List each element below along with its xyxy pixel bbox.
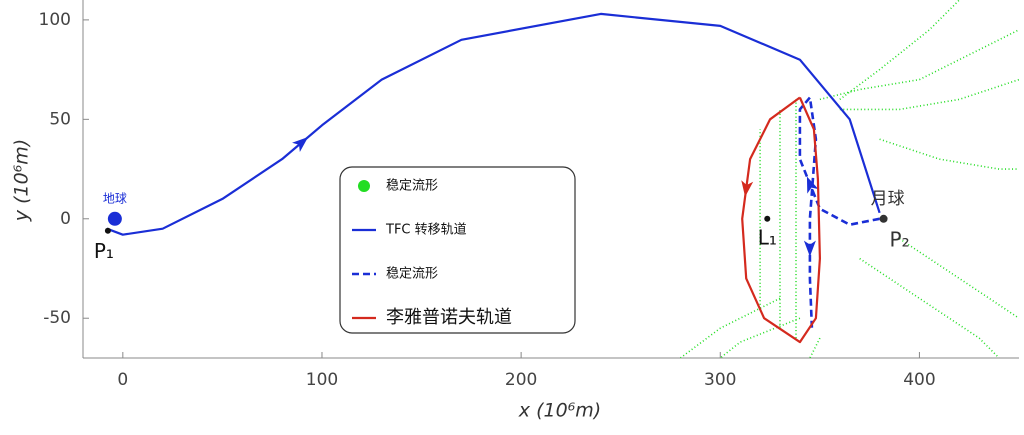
- legend-label: 稳定流形: [386, 178, 438, 194]
- point-label: 月球: [871, 189, 905, 209]
- point-label: P₂: [890, 227, 910, 251]
- legend-label: 稳定流形: [386, 266, 438, 282]
- y-tick-label: 100: [39, 10, 71, 30]
- series-line: [106, 12, 881, 236]
- series-line: [798, 96, 880, 329]
- y-axis-label: y (10⁶m): [11, 139, 33, 222]
- direction-arrow: [741, 180, 754, 197]
- x-tick-label: 300: [704, 370, 736, 390]
- legend-label: 李雅普诺夫轨道: [386, 307, 512, 328]
- point-label: L₁: [758, 225, 777, 249]
- series-line: [679, 0, 1019, 358]
- legend-label: TFC 转移轨道: [385, 223, 467, 238]
- point-label: P₁: [94, 239, 114, 263]
- direction-arrow: [803, 240, 816, 257]
- direction-arrow: [292, 137, 309, 152]
- point-marker: [879, 214, 888, 223]
- legend-box: [339, 166, 576, 334]
- point-marker: [764, 215, 771, 222]
- x-tick-label: 200: [505, 370, 537, 390]
- legend-marker: [358, 180, 370, 192]
- plot-area: [106, 0, 1019, 358]
- x-tick-label: 100: [306, 370, 338, 390]
- point-marker: [107, 211, 122, 226]
- y-tick-label: 0: [60, 209, 71, 229]
- point-label: 地球: [103, 191, 127, 205]
- point-marker: [104, 227, 111, 234]
- direction-arrow: [806, 176, 819, 194]
- x-tick-label: 0: [117, 370, 128, 390]
- x-axis-label: x (10⁶m): [518, 400, 601, 422]
- x-tick-label: 400: [903, 370, 935, 390]
- series-line: [741, 96, 821, 344]
- y-tick-label: 50: [49, 109, 71, 129]
- y-tick-label: -50: [43, 308, 71, 328]
